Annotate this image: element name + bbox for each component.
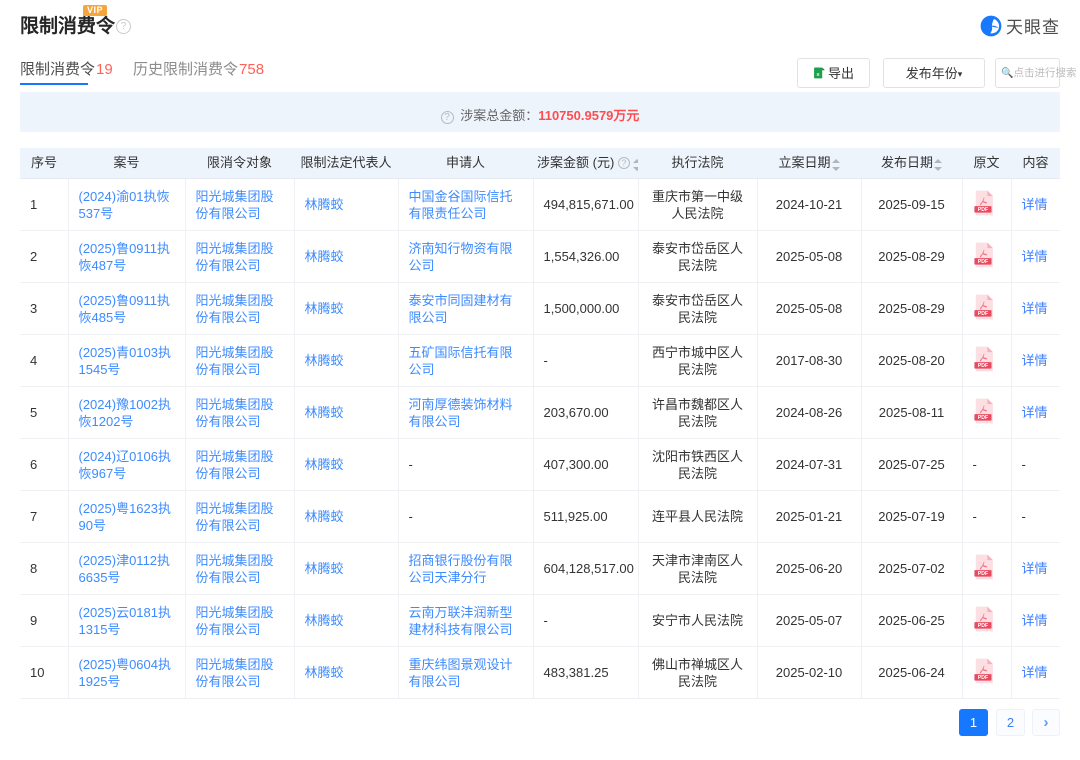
svg-text:PDF: PDF: [977, 259, 987, 265]
svg-text:PDF: PDF: [977, 311, 987, 317]
svg-text:PDF: PDF: [977, 571, 987, 577]
svg-text:PDF: PDF: [977, 415, 987, 421]
svg-text:PDF: PDF: [977, 675, 987, 681]
svg-text:PDF: PDF: [977, 623, 987, 629]
svg-text:PDF: PDF: [977, 363, 987, 369]
svg-text:PDF: PDF: [977, 207, 987, 213]
